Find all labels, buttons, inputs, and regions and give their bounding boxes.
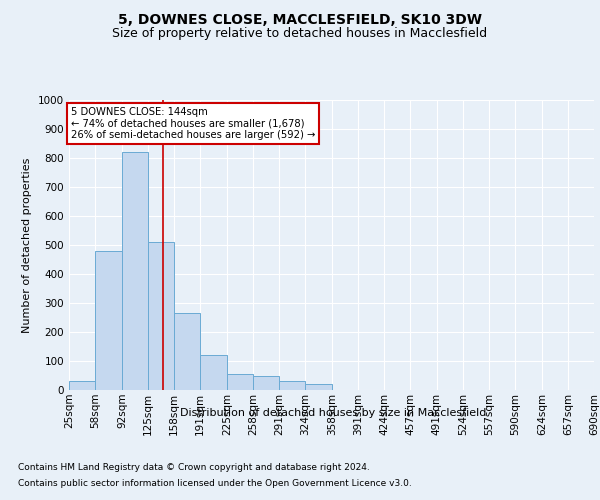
- Bar: [305, 384, 332, 390]
- Bar: [200, 355, 227, 390]
- Text: Contains public sector information licensed under the Open Government Licence v3: Contains public sector information licen…: [18, 479, 412, 488]
- Bar: [279, 382, 305, 390]
- Bar: [227, 374, 253, 390]
- Bar: [69, 382, 95, 390]
- Y-axis label: Number of detached properties: Number of detached properties: [22, 158, 32, 332]
- Text: 5 DOWNES CLOSE: 144sqm
← 74% of detached houses are smaller (1,678)
26% of semi-: 5 DOWNES CLOSE: 144sqm ← 74% of detached…: [71, 108, 315, 140]
- Bar: [122, 152, 148, 390]
- Text: Contains HM Land Registry data © Crown copyright and database right 2024.: Contains HM Land Registry data © Crown c…: [18, 462, 370, 471]
- Bar: [148, 242, 174, 390]
- Bar: [253, 376, 279, 390]
- Bar: [174, 313, 200, 390]
- Text: Distribution of detached houses by size in Macclesfield: Distribution of detached houses by size …: [180, 408, 486, 418]
- Bar: [95, 251, 122, 390]
- Text: Size of property relative to detached houses in Macclesfield: Size of property relative to detached ho…: [112, 28, 488, 40]
- Text: 5, DOWNES CLOSE, MACCLESFIELD, SK10 3DW: 5, DOWNES CLOSE, MACCLESFIELD, SK10 3DW: [118, 12, 482, 26]
